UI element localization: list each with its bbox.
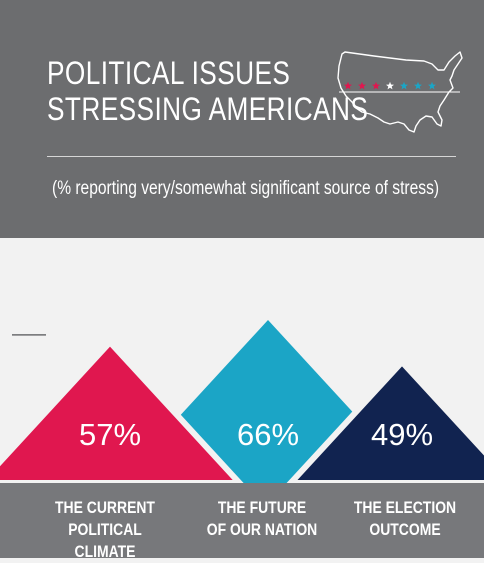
chart-area: 57% 66% 49% (0, 320, 484, 483)
map-star-5 (400, 81, 408, 90)
category-label-2-line-1: THE FUTURE (217, 498, 307, 517)
category-label-bar: THE CURRENT POLITICAL CLIMATE THE FUTURE… (0, 483, 484, 561)
chart-subtitle: (% reporting very/somewhat significant s… (52, 178, 440, 199)
value-label-1: 57% (79, 417, 141, 452)
category-label-3-line-1: THE ELECTION (353, 498, 457, 517)
title-line-1: POLITICAL ISSUES (47, 55, 291, 91)
category-label-1-line-1: THE CURRENT (55, 498, 155, 517)
us-map-stars-icon (337, 51, 463, 133)
page-title: POLITICAL ISSUES STRESSING AMERICANS (47, 55, 368, 127)
map-star-4 (386, 81, 394, 90)
us-map-outline (337, 51, 463, 133)
category-label-3: THE ELECTION OUTCOME (344, 497, 467, 541)
triangle-bar-1 (0, 337, 244, 483)
map-star-7 (428, 81, 436, 90)
value-label-3: 49% (371, 417, 433, 452)
category-label-2-line-2: OF OUR NATION (206, 520, 318, 539)
map-star-3 (372, 81, 380, 90)
value-label-2: 66% (237, 417, 299, 452)
title-divider (47, 156, 456, 157)
title-line-2: STRESSING AMERICANS (47, 91, 369, 127)
map-star-6 (414, 81, 422, 90)
category-label-3-line-2: OUTCOME (369, 520, 441, 539)
category-label-1-line-2: POLITICAL CLIMATE (68, 520, 142, 561)
triangle-bar-3 (286, 357, 484, 483)
header-panel: POLITICAL ISSUES STRESSING AMERICANS (% … (0, 0, 484, 238)
map-star-1 (344, 81, 352, 90)
map-star-2 (358, 81, 366, 90)
star-row (344, 81, 436, 90)
category-label-2: THE FUTURE OF OUR NATION (201, 497, 324, 541)
category-label-1: THE CURRENT POLITICAL CLIMATE (44, 497, 167, 563)
chart-marks: 57% 66% 49% (0, 320, 484, 483)
